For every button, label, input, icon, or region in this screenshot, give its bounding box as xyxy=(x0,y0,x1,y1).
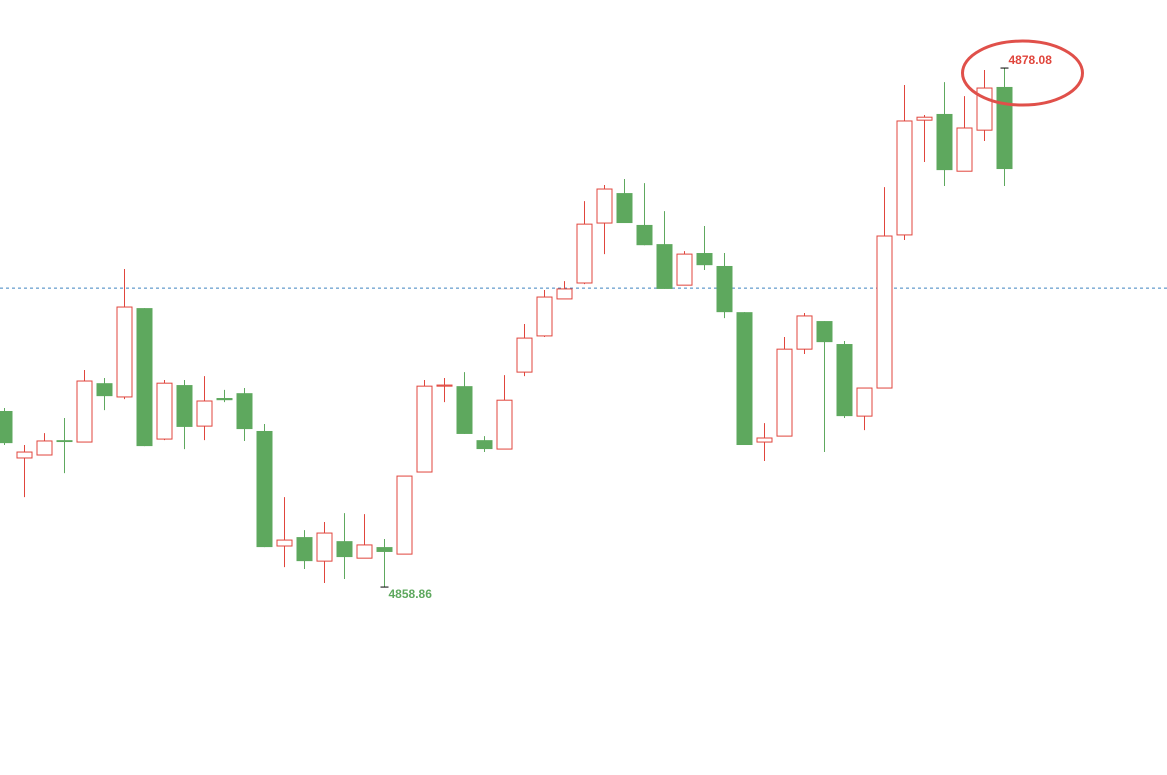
candle-body xyxy=(916,116,933,121)
candle-body xyxy=(216,398,233,401)
candle-body xyxy=(236,393,253,430)
candle-body xyxy=(536,296,553,337)
candle-body xyxy=(616,193,633,224)
candle-body xyxy=(656,244,673,289)
candle-body xyxy=(756,437,773,443)
candle-body xyxy=(576,223,593,284)
candle-body xyxy=(856,387,873,417)
candle-body xyxy=(376,547,393,552)
candle-body xyxy=(176,385,193,427)
candle-body xyxy=(436,384,453,387)
candle-body xyxy=(456,386,473,434)
candle-body xyxy=(416,385,433,473)
candle-body xyxy=(496,399,513,450)
min-label: 4858.86 xyxy=(389,587,433,601)
candle-body xyxy=(476,440,493,450)
candle-body xyxy=(196,400,213,427)
candle-body xyxy=(96,383,113,397)
candle-body xyxy=(896,120,913,236)
candle-body xyxy=(16,451,33,459)
candle-body xyxy=(996,86,1013,170)
candle-body xyxy=(956,127,973,172)
candle-body xyxy=(836,344,853,417)
candle-body xyxy=(276,539,293,547)
candle-body xyxy=(316,532,333,562)
candle-body xyxy=(0,410,13,444)
candle-body xyxy=(936,113,953,171)
candle-body xyxy=(556,288,573,300)
candle-body xyxy=(36,440,53,456)
candle-body xyxy=(876,235,893,389)
candle-body xyxy=(296,537,313,562)
candle-body xyxy=(516,337,533,373)
candle-body xyxy=(256,430,273,548)
candle-body xyxy=(676,253,693,286)
candle-body xyxy=(736,312,753,446)
candle-body xyxy=(796,315,813,350)
candle-body xyxy=(696,253,713,266)
candle-body xyxy=(336,541,353,558)
max-label: 4878.08 xyxy=(1009,53,1053,67)
candle-body xyxy=(596,188,613,224)
candle-body xyxy=(816,321,833,343)
candle-body xyxy=(56,440,73,443)
candle-body xyxy=(776,348,793,437)
candle-body xyxy=(636,224,653,246)
candle-body xyxy=(76,380,93,443)
candle-body xyxy=(116,306,133,398)
candle-body xyxy=(136,308,153,447)
highlight-circle xyxy=(961,39,1084,107)
candle-body xyxy=(156,382,173,440)
candle-body xyxy=(396,475,413,555)
candle-body xyxy=(716,265,733,313)
candle-body xyxy=(356,544,373,559)
